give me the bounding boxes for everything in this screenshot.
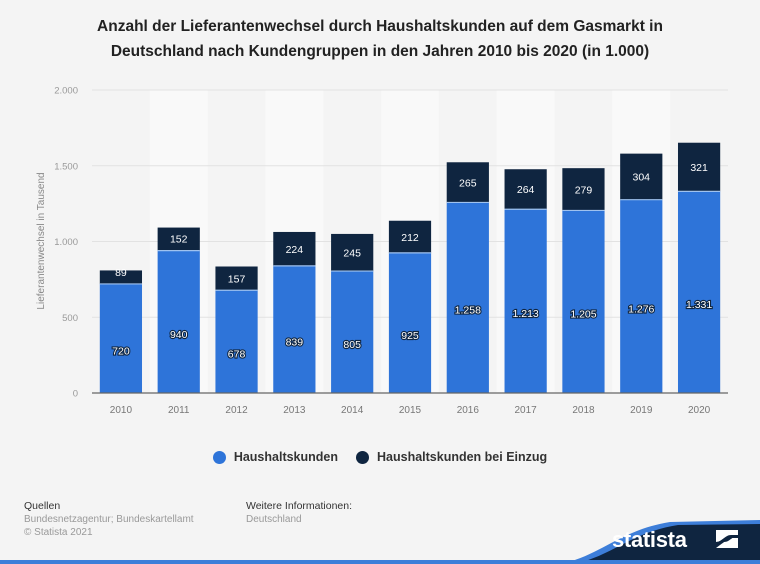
bar-segment-haushaltskunden bbox=[157, 250, 200, 393]
data-label: 1.213 bbox=[512, 308, 538, 320]
x-tick-label: 2017 bbox=[515, 405, 538, 416]
data-label: 321 bbox=[690, 162, 708, 174]
legend-item-haushaltskunden[interactable]: Haushaltskunden bbox=[212, 450, 338, 464]
data-label: 839 bbox=[286, 336, 304, 348]
y-tick-label: 1.000 bbox=[54, 237, 78, 248]
x-tick-label: 2011 bbox=[168, 405, 190, 416]
x-tick-label: 2012 bbox=[225, 405, 248, 416]
data-label: 279 bbox=[575, 184, 593, 196]
info-heading[interactable]: Weitere Informationen: bbox=[246, 500, 353, 512]
y-tick-label: 500 bbox=[62, 313, 78, 324]
bar-segment-haushaltskunden bbox=[677, 191, 721, 393]
bar-segment-haushaltskunden bbox=[99, 283, 143, 393]
data-label: 678 bbox=[228, 349, 246, 361]
x-tick-label: 2015 bbox=[399, 405, 422, 416]
info-block: Weitere Informationen: Deutschland bbox=[246, 500, 352, 526]
data-label: 1.276 bbox=[628, 303, 654, 315]
bar-segment-bei-einzug bbox=[388, 220, 432, 253]
x-tick-label: 2020 bbox=[688, 405, 711, 416]
legend-item-haushaltskunden-bei-einzug[interactable]: Haushaltskunden bei Einzug bbox=[356, 450, 547, 464]
data-label: 152 bbox=[170, 234, 188, 246]
data-label: 1.205 bbox=[570, 309, 596, 321]
bars: 720 89 940 152 678 157 839 224 805 245 925 212 1.258… bbox=[99, 142, 721, 393]
bar-segment-bei-einzug bbox=[677, 142, 721, 192]
data-label: 940 bbox=[170, 329, 188, 341]
data-label: 89 bbox=[115, 267, 127, 279]
data-label: 264 bbox=[517, 184, 535, 196]
bottom-accent-line bbox=[0, 560, 760, 564]
bar-segment-bei-einzug bbox=[620, 153, 663, 200]
bar-segment-haushaltskunden bbox=[562, 210, 605, 393]
chart-title: Anzahl der Lieferantenwechsel durch Haus… bbox=[0, 14, 760, 64]
x-tick-label: 2018 bbox=[572, 405, 595, 416]
x-axis-ticks: 2010 2011 2012 2013 2014 2015 2016 2017 2018 2019… bbox=[110, 405, 711, 416]
data-label: 265 bbox=[459, 177, 477, 189]
statista-logo-icon bbox=[716, 530, 738, 548]
x-tick-label: 2010 bbox=[110, 405, 133, 416]
bar-segment-haushaltskunden bbox=[446, 202, 489, 393]
chart-title-line-1: Anzahl der Lieferantenwechsel durch Haus… bbox=[97, 18, 663, 35]
bar-segment-bei-einzug bbox=[157, 227, 200, 251]
data-label: 304 bbox=[633, 172, 651, 184]
y-tick-label: 0 bbox=[73, 389, 78, 400]
bar-segment-bei-einzug bbox=[215, 266, 258, 291]
bar-segment-haushaltskunden bbox=[620, 199, 663, 393]
brand-wave bbox=[560, 520, 760, 564]
data-label: 157 bbox=[228, 273, 246, 285]
copyright-text: © Statista 2021 bbox=[24, 527, 93, 538]
data-label: 720 bbox=[112, 345, 130, 357]
bar-segment-haushaltskunden bbox=[504, 209, 547, 393]
data-label: 212 bbox=[401, 232, 419, 244]
legend-swatch-haushaltskunden-bei-einzug bbox=[356, 450, 369, 464]
info-text: Deutschland bbox=[246, 514, 302, 525]
x-tick-label: 2016 bbox=[457, 405, 480, 416]
bar-segment-haushaltskunden bbox=[388, 252, 432, 393]
x-tick-label: 2014 bbox=[341, 405, 364, 416]
statista-logo-text[interactable]: statista bbox=[612, 527, 687, 552]
y-axis-ticks: 0 500 1.000 1.500 2.000 bbox=[54, 86, 78, 400]
bar-segment-haushaltskunden bbox=[215, 290, 258, 393]
legend: Haushaltskunden Haushaltskunden bei Einz… bbox=[0, 450, 760, 464]
bar-segment-haushaltskunden bbox=[331, 271, 374, 393]
bar-segment-bei-einzug bbox=[273, 231, 316, 266]
bar-segment-bei-einzug bbox=[99, 270, 143, 284]
x-tick-label: 2019 bbox=[630, 405, 653, 416]
chart-title-line-2: Deutschland nach Kundengruppen in den Ja… bbox=[110, 43, 650, 60]
sources-block: Quellen Bundesnetzagentur; Bundeskartell… bbox=[24, 500, 194, 539]
data-label: 224 bbox=[286, 244, 304, 256]
bar-segment-bei-einzug bbox=[331, 233, 374, 272]
data-label: 245 bbox=[343, 247, 361, 259]
bar-segment-bei-einzug bbox=[446, 162, 489, 203]
sources-heading[interactable]: Quellen bbox=[24, 500, 61, 512]
y-axis-label: Lieferantenwechsel in Tausend bbox=[36, 172, 47, 309]
legend-swatch-haushaltskunden bbox=[212, 450, 226, 464]
x-tick-label: 2013 bbox=[283, 405, 306, 416]
bar-segment-bei-einzug bbox=[504, 169, 547, 210]
data-label: 1.331 bbox=[686, 299, 712, 311]
sources-text: Bundesnetzagentur; Bundeskartellamt bbox=[24, 514, 194, 525]
y-tick-label: 1.500 bbox=[54, 161, 78, 172]
data-label: 925 bbox=[401, 330, 419, 342]
legend-label: Haushaltskunden bei Einzug bbox=[377, 450, 548, 464]
bar-segment-bei-einzug bbox=[562, 168, 605, 211]
data-label: 1.258 bbox=[455, 305, 481, 317]
data-label: 805 bbox=[343, 339, 361, 351]
y-tick-label: 2.000 bbox=[54, 86, 78, 97]
bar-chart: 0 500 1.000 1.500 2.000 Lieferantenwechsel i… bbox=[36, 86, 728, 416]
legend-label: Haushaltskunden bbox=[233, 450, 338, 464]
bar-segment-haushaltskunden bbox=[273, 265, 316, 393]
